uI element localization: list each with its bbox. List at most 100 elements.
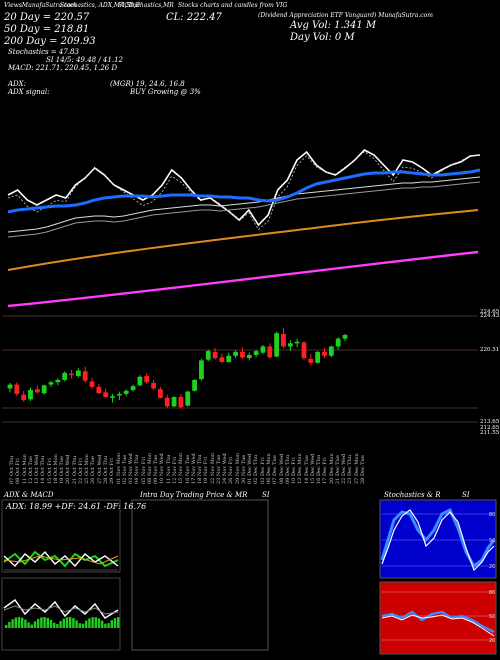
adx-plus-line bbox=[3, 550, 119, 568]
candle-body bbox=[151, 383, 156, 389]
candle-body bbox=[328, 346, 334, 356]
candle-body bbox=[62, 372, 68, 380]
candle-body bbox=[55, 379, 61, 383]
candle-body bbox=[335, 338, 341, 347]
candle-body bbox=[34, 389, 40, 393]
price-axis-label: 212.65 bbox=[480, 425, 500, 431]
candle-body bbox=[123, 390, 129, 394]
rsi-tick-label: 80 bbox=[489, 590, 495, 596]
sma50-label: 50 Day = 218.81 bbox=[4, 24, 90, 35]
stochastic-d-line bbox=[381, 509, 495, 572]
macd-histogram-bar bbox=[11, 619, 14, 628]
adx-line bbox=[3, 555, 119, 565]
macd-histogram-bar bbox=[117, 617, 120, 628]
rsi-line bbox=[381, 610, 495, 634]
candle-body bbox=[21, 394, 27, 401]
macd-histogram-bar bbox=[94, 617, 97, 628]
candle-body bbox=[267, 346, 273, 358]
macd-histogram-bar bbox=[75, 620, 78, 628]
price-axis-label: 213.65 bbox=[480, 419, 500, 425]
right-title: (Dividend Appreciation ETF Vanguard) Mun… bbox=[258, 12, 433, 19]
adx-label: ADX: bbox=[8, 80, 27, 88]
macd-histogram-bar bbox=[43, 617, 46, 628]
macd-signal-line bbox=[3, 605, 119, 615]
candle-body bbox=[315, 351, 321, 363]
macd-histogram-bar bbox=[104, 623, 107, 628]
rsi-signal-line bbox=[381, 614, 495, 637]
candle-body bbox=[14, 384, 20, 394]
macd-histogram-bar bbox=[37, 618, 40, 628]
ma-white-2 bbox=[7, 181, 481, 238]
panel-intra-title: Intra Day Trading Price & MR bbox=[140, 491, 248, 499]
candle-body bbox=[342, 334, 348, 339]
panel-macd-title: ADX & MACD bbox=[4, 491, 54, 499]
macd-histogram-bar bbox=[88, 618, 91, 628]
header-line-1: ViewsMunafaSutra.com bbox=[4, 2, 77, 9]
stoch-label: Stochastics = 47.83 bbox=[8, 48, 79, 56]
candle-body bbox=[137, 376, 143, 386]
ma-magenta-line bbox=[7, 250, 479, 308]
ma-blue-line bbox=[7, 168, 481, 214]
candle-body bbox=[205, 351, 211, 360]
macd-histogram-bar bbox=[49, 619, 53, 628]
stoch-tick-label: 80 bbox=[489, 512, 495, 518]
candle-body bbox=[322, 351, 327, 356]
candle-body bbox=[7, 384, 13, 389]
candle-body bbox=[75, 370, 81, 377]
stochastic-signal-line bbox=[7, 151, 481, 231]
macd-histogram-bar bbox=[8, 621, 11, 628]
rsi-label: SI 14/5: 49.48 / 41.12 bbox=[46, 56, 123, 64]
candle-body bbox=[240, 351, 245, 358]
macd-histogram-bar bbox=[65, 617, 69, 628]
candle-body bbox=[281, 333, 286, 347]
stochastic-k-line bbox=[380, 507, 496, 569]
main-price-chart bbox=[2, 149, 481, 423]
macd-histogram-bar bbox=[78, 623, 81, 628]
panel-stoch-title: Stochastics & R bbox=[384, 491, 441, 499]
candle-body bbox=[185, 391, 191, 406]
candle-body bbox=[28, 390, 33, 400]
macd-histogram-bar bbox=[33, 621, 37, 628]
intraday-panel bbox=[131, 499, 269, 651]
candle-body bbox=[69, 373, 74, 376]
candle-body bbox=[48, 382, 54, 385]
macd-histogram-bar bbox=[21, 617, 24, 628]
candle-body bbox=[144, 376, 150, 383]
rsi-tick-label: 50 bbox=[489, 614, 495, 620]
candle-body bbox=[294, 341, 300, 344]
candle-body bbox=[116, 393, 122, 396]
macd-histogram-bar bbox=[62, 618, 65, 628]
macd-panel bbox=[1, 577, 121, 651]
macd-histogram-bar bbox=[5, 625, 8, 628]
candle-body bbox=[219, 357, 225, 362]
macd-histogram-bar bbox=[81, 623, 85, 628]
macd-histogram-bar bbox=[59, 621, 62, 628]
sma200-label: 200 Day = 209.93 bbox=[4, 36, 96, 47]
adx-signal-value: BUY Growing @ 3% bbox=[130, 88, 201, 96]
candle-body bbox=[253, 351, 259, 355]
close-label: CL: 222.47 bbox=[166, 12, 222, 23]
macd-histogram-bar bbox=[53, 622, 56, 628]
macd-label: MACD: 221.71, 220.45, 1.26 D bbox=[8, 64, 118, 72]
candle-body bbox=[260, 346, 266, 353]
panel-intra-title-2: SI bbox=[262, 491, 270, 499]
candle-body bbox=[158, 389, 163, 398]
price-axis-label: 224.43 bbox=[480, 313, 500, 319]
stoch-tick-label: 50 bbox=[489, 538, 495, 544]
candle-body bbox=[308, 358, 314, 363]
candle-body bbox=[192, 379, 197, 391]
candle-body bbox=[82, 371, 88, 381]
candle-body bbox=[212, 351, 218, 359]
adx-readout: ADX: 18.99 +DF: 24.61 -DF: 16.76 bbox=[6, 502, 147, 511]
macd-histogram-bar bbox=[91, 617, 94, 628]
candle-body bbox=[110, 396, 115, 398]
adx-mgr: (MGR) 19, 24.6, 16.8 bbox=[110, 80, 185, 88]
macd-histogram-bar bbox=[97, 618, 101, 628]
price-axis-label: 220.51 bbox=[480, 347, 500, 353]
macd-histogram-bar bbox=[17, 617, 21, 628]
price-axis-label: 224.65 bbox=[480, 309, 500, 315]
day-vol-label: Day Vol: 0 M bbox=[290, 32, 355, 43]
candle-body bbox=[41, 385, 47, 394]
macd-histogram-bar bbox=[110, 620, 113, 628]
